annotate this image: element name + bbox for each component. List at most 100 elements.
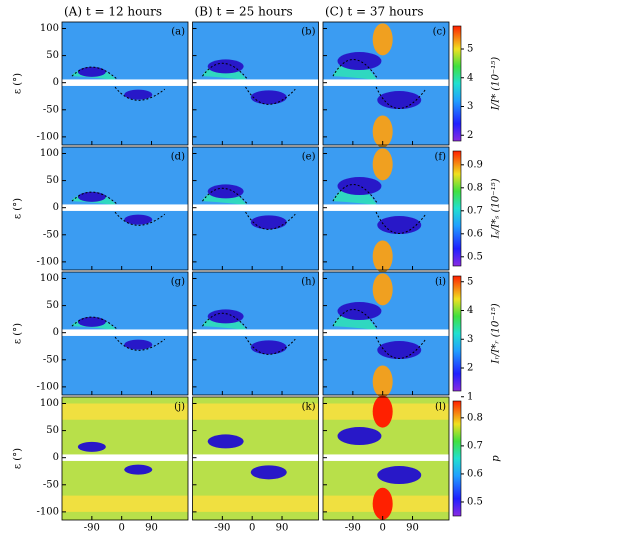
equator-gap [323,329,449,336]
y-tick-label: -50 [43,354,59,365]
panel-label: (k) [302,402,316,413]
contour [245,211,296,230]
blob [77,316,106,327]
colorbar-tick-label: 5 [467,44,473,55]
y-tick-label: 50 [46,425,59,436]
contour [202,187,248,205]
x-tick-label: 90 [406,523,419,534]
band [62,403,188,420]
panel-frame [192,146,319,271]
x-tick-label: 0 [118,523,124,534]
blob [377,91,422,110]
blob [250,90,287,105]
panel [192,21,319,146]
panel-label: (d) [171,152,185,163]
colorbar-label: Iᵣ/I*ᵣ (10⁻¹⁵) [491,303,502,364]
y-tick-label: -50 [43,479,59,490]
equator-gap [62,454,188,461]
colorbar-tick-label: 2 [467,363,473,374]
y-tick-label: 50 [46,50,59,61]
x-tick-label: 0 [249,523,255,534]
x-tick-label: -90 [345,523,361,534]
colorbar-tick-label: 0.5 [467,251,483,262]
blob [77,66,106,77]
y-tick-label: -100 [37,131,59,142]
contour [375,211,427,234]
panel-label: (l) [435,402,446,413]
y-axis-label: ε (°) [13,73,24,94]
blob [77,191,106,202]
y-tick-label: 0 [53,202,59,213]
blob [124,339,153,350]
hot [372,148,393,181]
panel-frame [61,396,189,521]
panel-frame [322,21,450,146]
y-tick-label: -100 [37,256,59,267]
panel-label: (b) [301,27,315,38]
contour [245,86,296,105]
y-tick-label: 0 [53,77,59,88]
panel-frame [322,271,450,396]
equator-gap [323,204,449,211]
hot [372,23,393,56]
y-axis-label: ε (°) [13,448,24,469]
colorbar-tick-label: 0.5 [467,496,483,507]
column-title: (C) t = 37 hours [325,5,424,19]
panel-frame [322,146,450,271]
panel [61,146,189,271]
hot [372,115,393,148]
colorbar-label: Iₛ/I*ₛ (10⁻¹⁵) [491,178,502,239]
band [62,495,188,512]
panel-label: (i) [435,277,446,288]
equator-gap [192,329,319,336]
column-title: (A) t = 12 hours [64,5,162,19]
contour [114,336,166,351]
y-tick-label: -50 [43,104,59,115]
colorbar-tick-label: 5 [467,276,473,287]
x-tick-label: 0 [379,523,385,534]
colorbar-tick-label: 2 [467,130,473,141]
panel-frame [61,271,189,396]
column-title: (B) t = 25 hours [195,5,293,19]
y-axis-label: ε (°) [13,198,24,219]
y-tick-label: -100 [37,381,59,392]
colorbar-tick-label: 0.6 [467,468,483,479]
colorbar [452,25,462,142]
blob [377,341,422,360]
colorbar-tick-label: 3 [467,334,473,345]
panel-label: (j) [174,402,185,413]
colorbar-tick-label: 3 [467,101,473,112]
blob [250,215,287,230]
y-tick-label: 50 [46,175,59,186]
equator-gap [62,204,188,211]
blob [124,464,153,475]
y-tick-label: 0 [53,327,59,338]
y-tick-label: 100 [40,273,59,284]
blob [207,59,244,74]
band [192,403,319,420]
panel-frame [192,21,319,146]
panel [61,396,189,521]
contour [332,184,379,205]
equator-gap [192,454,319,461]
hot [372,273,393,306]
colorbar-tick-label: 0.7 [467,440,483,451]
contour [114,86,166,101]
colorbar [452,275,462,392]
x-tick-label: 90 [276,523,289,534]
y-tick-label: -100 [37,506,59,517]
panel-label: (e) [302,152,316,163]
blob [207,184,244,199]
blob [207,309,244,324]
blob [377,466,422,485]
y-tick-label: 100 [40,23,59,34]
panel [322,21,450,148]
panel-frame [322,396,450,521]
y-tick-label: 100 [40,148,59,159]
colorbar-label: I/I* (10⁻¹⁵) [491,57,502,111]
y-tick-label: 100 [40,398,59,409]
x-tick-label: 90 [145,523,158,534]
contour [71,191,118,205]
colorbar-label: p [491,455,502,462]
